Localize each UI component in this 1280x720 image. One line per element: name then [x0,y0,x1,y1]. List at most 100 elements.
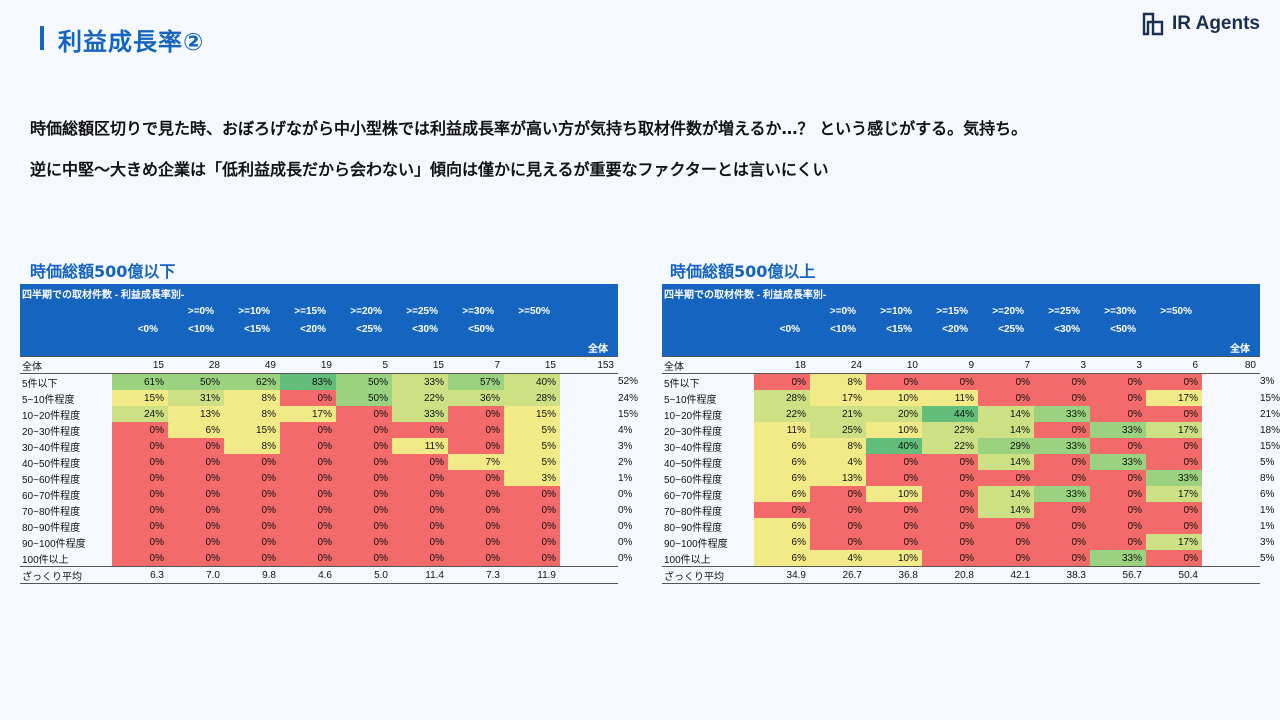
header-blank [448,338,504,357]
table-row: 5件以下 61% 50% 62% 83% 50% 33% 57% 40% 52% [20,373,638,390]
heat-cell: 8% [224,406,280,422]
row-label: 100件以上 [22,554,69,566]
heat-cell: 62% [224,373,280,390]
heat-cell: 33% [1090,550,1146,567]
heat-cell: 0% [978,518,1034,534]
header-blank [20,302,112,320]
header-blank [504,338,560,357]
average-cell: 42.1 [978,566,1034,584]
heat-cell: 0% [1090,518,1146,534]
heat-cell: 0% [866,502,922,518]
heat-cell: 0% [978,470,1034,486]
header-blank [224,338,280,357]
heat-cell: 10% [866,422,922,438]
heat-cell: 13% [168,406,224,422]
heat-cell: 0% [112,470,168,486]
heat-cell: 0% [1034,518,1090,534]
heat-cell: 0% [336,534,392,550]
table-row: 30~40件程度 0% 0% 8% 0% 0% 11% 0% 5% 3% [20,438,632,454]
table-title-large-cap: 時価総額500億以上 [670,262,816,281]
row-label: 50~60件程度 [22,474,81,486]
heat-cell: 5% [504,454,560,470]
heat-cell: 0% [448,550,504,567]
heat-cell: 0% [224,454,280,470]
count-cell: 28 [168,356,224,374]
empty-cell [560,550,618,567]
heat-cell: 6% [754,470,810,486]
heat-cell: 44% [922,406,978,422]
heat-cell: 0% [168,518,224,534]
column-header-lower-bound: >=50% [504,302,560,320]
logo: IR Agents [1142,12,1260,36]
heat-cell: 29% [978,438,1034,454]
heat-cell: 0% [1034,550,1090,567]
empty-cell [560,470,618,486]
average-cell: 11.9 [504,566,560,584]
heat-cell: 17% [1146,486,1202,502]
empty-cell [1202,422,1260,438]
column-header-lower-bound: >=30% [448,302,504,320]
heat-cell: 8% [224,390,280,406]
column-header-upper-bound [1146,320,1202,338]
heat-cell: 0% [168,534,224,550]
heat-cell: 10% [866,390,922,406]
heat-cell: 61% [112,373,168,390]
count-cell: 80 [1202,356,1260,374]
heat-cell: 0% [1146,502,1202,518]
logo-text: IR Agents [1172,13,1260,34]
heat-cell: 0% [392,454,448,470]
heat-cell: 15% [112,390,168,406]
heat-cell: 10% [866,550,922,567]
count-cell: 24 [810,356,866,374]
heat-cell: 21% [810,406,866,422]
heat-cell: 0% [978,550,1034,567]
table-row: 90~100件程度 0% 0% 0% 0% 0% 0% 0% 0% 0% [20,534,632,550]
heat-cell: 0% [392,470,448,486]
heat-cell: 8% [810,438,866,454]
row-label: 10~20件程度 [22,410,81,422]
heat-cell: 0% [336,470,392,486]
count-cell: 49 [224,356,280,374]
heat-cell: 0% [280,550,336,567]
heat-cell: 0% [336,486,392,502]
heat-cell: 0% [1090,470,1146,486]
row-label: 70~80件程度 [22,506,81,518]
heat-cell: 0% [112,422,168,438]
heat-cell: 36% [448,390,504,406]
count-cell: 9 [922,356,978,374]
column-header-upper-bound: <30% [1034,320,1090,338]
heat-cell: 0% [810,534,866,550]
row-label: 40~50件程度 [22,458,81,470]
heat-cell: 14% [978,502,1034,518]
count-cell: 6 [1146,356,1202,374]
table-row: 40~50件程度 6% 4% 0% 0% 14% 0% 33% 0% 5% [662,454,1274,470]
heat-cell: 0% [810,518,866,534]
heat-cell: 0% [392,486,448,502]
heat-cell: 0% [448,422,504,438]
heat-cell: 0% [112,502,168,518]
heat-cell: 0% [922,486,978,502]
heat-cell: 0% [448,470,504,486]
heat-cell: 0% [224,486,280,502]
column-header-lower-bound [560,302,618,320]
row-label: 70~80件程度 [664,506,723,518]
column-header-upper-bound [1202,320,1260,338]
table-caption: 四半期での取材件数 - 利益成長率別- [20,284,618,302]
heat-cell: 0% [922,550,978,567]
heat-cell: 6% [754,438,810,454]
heat-cell: 22% [754,406,810,422]
heat-cell: 25% [810,422,866,438]
average-cell: 56.7 [1090,566,1146,584]
heat-cell: 0% [1090,373,1146,390]
heat-cell: 8% [810,373,866,390]
heat-cell: 0% [1146,518,1202,534]
column-header-lower-bound [1202,302,1260,320]
heat-cell: 0% [112,454,168,470]
heat-cell: 17% [1146,422,1202,438]
heat-cell: 0% [168,550,224,567]
heat-cell: 14% [978,406,1034,422]
heat-cell: 22% [922,438,978,454]
empty-cell [1202,534,1260,550]
heat-cell: 0% [224,550,280,567]
average-cell: 26.7 [810,566,866,584]
